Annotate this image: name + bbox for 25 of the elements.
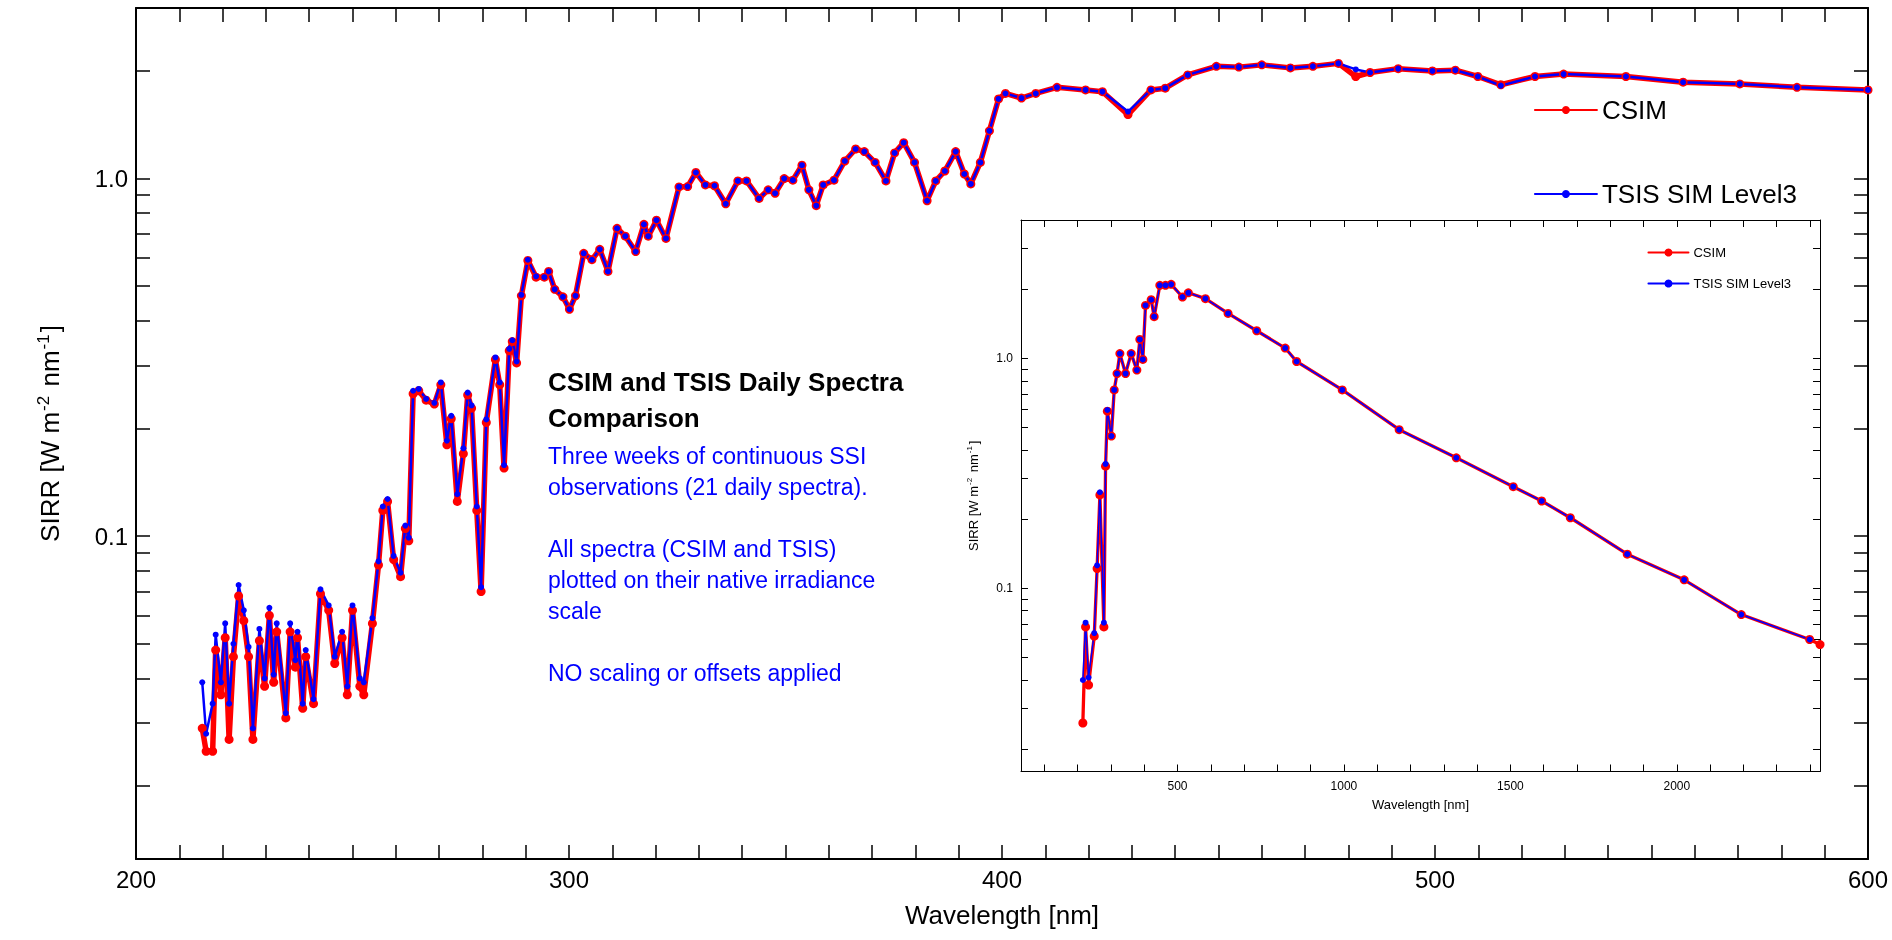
x-axis-title: Wavelength [nm]: [904, 899, 1100, 930]
x-tick-label: 300: [548, 865, 590, 893]
x-tick-label: 1000: [1330, 778, 1358, 793]
y-axis-title: SIRR [W m-2 nm-1]: [33, 325, 66, 542]
x-tick-label: 500: [1414, 865, 1456, 893]
x-axis-title: Wavelength [nm]: [1371, 796, 1470, 812]
legend-label: TSIS SIM Level3: [1693, 276, 1792, 291]
legend-label: CSIM: [1693, 245, 1726, 260]
annotation: NO scaling or offsets applied: [548, 659, 842, 686]
x-tick-label: 400: [981, 865, 1023, 893]
x-tick-label: 500: [1167, 778, 1188, 793]
x-tick-label: 600: [1847, 865, 1889, 893]
legend-label: CSIM: [1601, 95, 1667, 125]
x-tick-label: 1500: [1497, 778, 1525, 793]
y-tick-label: 1.0: [996, 351, 1014, 366]
annotation: All spectra (CSIM and TSIS) plotted on their native irradiance scale: [548, 535, 882, 624]
y-tick-label: 1.0: [94, 165, 128, 193]
y-tick-label: 0.1: [94, 522, 128, 550]
y-axis-title: SIRR [W m-2 nm-1]: [964, 440, 981, 551]
annotation: Three weeks of continuous SSI observations (21 daily spectra).: [548, 442, 873, 500]
y-tick-label: 0.1: [996, 581, 1014, 596]
x-tick-label: 2000: [1663, 778, 1691, 793]
text: CSIM and TSIS Daily Spectra Comparison: [548, 367, 904, 433]
x-tick-label: 200: [115, 865, 157, 893]
legend-label: TSIS SIM Level3: [1601, 179, 1797, 209]
